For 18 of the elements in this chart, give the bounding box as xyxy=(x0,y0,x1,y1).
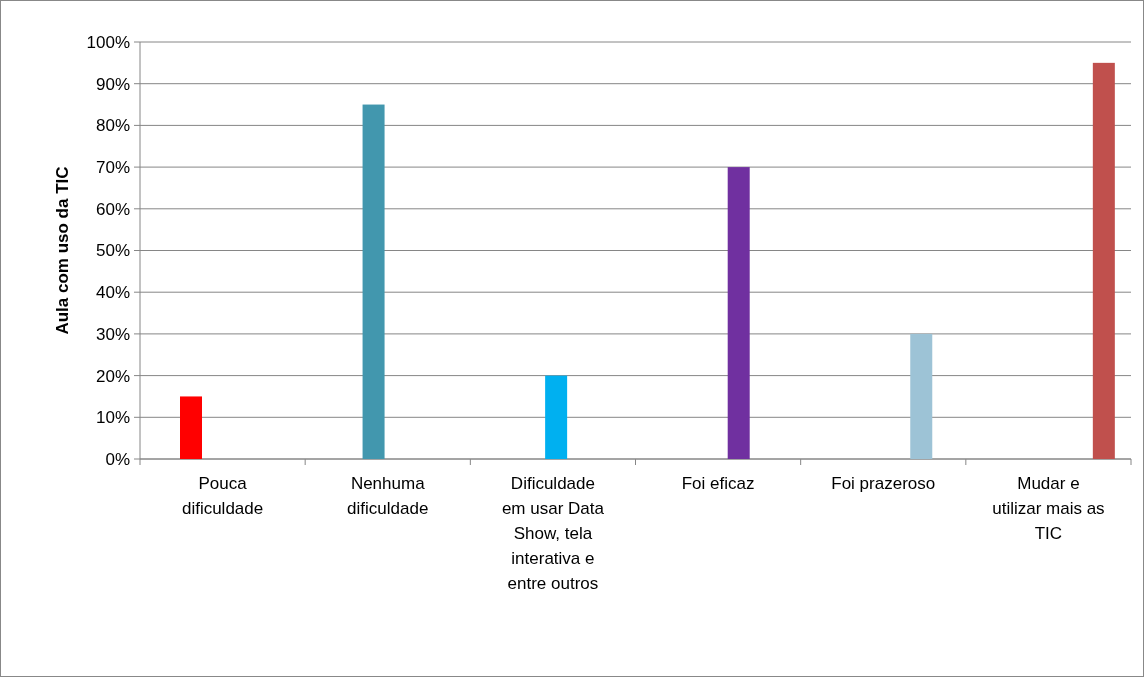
x-tick-label: Pouca dificuldade xyxy=(181,474,264,518)
y-tick-label: 30% xyxy=(95,324,130,344)
y-tick-label: 0% xyxy=(105,449,130,469)
y-tick-label: 20% xyxy=(95,366,130,386)
x-tick-label: Mudar e utilizar mais as TIC xyxy=(992,474,1105,543)
y-tick-label: 50% xyxy=(95,241,130,261)
y-axis-title: Aula com uso da TIC xyxy=(53,166,72,335)
y-tick-label: 100% xyxy=(86,32,130,52)
y-tick-label: 80% xyxy=(95,116,130,136)
y-tick-label: 60% xyxy=(95,199,130,219)
y-tick-label: 40% xyxy=(95,283,130,303)
y-tick-label: 70% xyxy=(95,158,130,178)
y-tick-label: 10% xyxy=(95,408,130,428)
y-tick-label: 90% xyxy=(95,74,130,94)
x-tick-label: Nenhuma dificuldade xyxy=(347,474,429,518)
x-tick-label: Foi prazeroso xyxy=(831,474,936,493)
x-tick-label: Foi eficaz xyxy=(681,474,755,493)
x-tick-label: Dificuldade em usar Data Show, tela interativa e entre outros xyxy=(501,474,605,593)
